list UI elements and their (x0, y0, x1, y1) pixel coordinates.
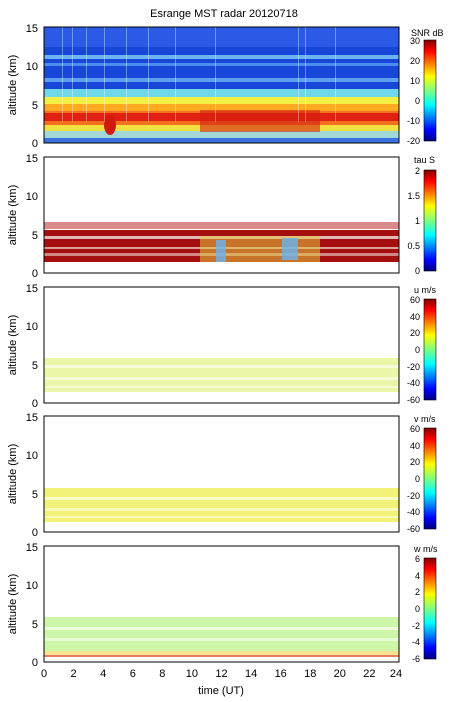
w-colorbar: w m/s 6 4 2 0 -2 -4 -6 (412, 544, 438, 664)
y-tick: 10 (26, 450, 38, 462)
figure-title: Esrange MST radar 20120718 (150, 8, 298, 20)
u-y-ticks: 15 10 5 0 (26, 283, 38, 410)
cb-tick: 20 (410, 457, 420, 467)
x-tick: 2 (71, 668, 77, 680)
cb-tick: 60 (410, 295, 420, 305)
cb-tick: 0.5 (407, 241, 420, 251)
y-tick: 10 (26, 321, 38, 333)
y-tick: 15 (26, 23, 38, 35)
cb-tick: 60 (410, 424, 420, 434)
x-tick: 4 (100, 668, 106, 680)
cb-tick: 10 (410, 76, 420, 86)
cb-tick: -40 (407, 507, 420, 517)
y-tick: 10 (26, 61, 38, 73)
snr-y-ticks: 15 10 5 0 (26, 23, 38, 150)
y-tick: 5 (32, 230, 38, 242)
x-tick: 22 (363, 668, 375, 680)
y-tick: 15 (26, 283, 38, 295)
y-tick: 15 (26, 542, 38, 554)
y-tick: 0 (32, 138, 38, 150)
cb-tick: -60 (407, 395, 420, 405)
y-tick: 15 (26, 153, 38, 165)
snr-colorbar: SNR dB 30 20 10 0 -10 -20 (407, 28, 444, 146)
y-axis-label: altitude (km) (7, 574, 19, 635)
cb-tick: -20 (407, 362, 420, 372)
x-tick: 24 (390, 668, 402, 680)
x-tick: 18 (304, 668, 316, 680)
tau-heatmap (44, 222, 399, 262)
x-axis-label: time (UT) (198, 685, 244, 697)
y-tick: 15 (26, 412, 38, 424)
y-tick: 5 (32, 489, 38, 501)
x-ticks: 0 2 4 6 8 10 12 14 16 18 20 22 24 (41, 668, 402, 680)
x-tick: 0 (41, 668, 47, 680)
y-tick: 5 (32, 100, 38, 112)
cb-tick: 2 (415, 166, 420, 176)
cb-tick: 0 (415, 604, 420, 614)
cb-tick: -60 (407, 524, 420, 534)
colorbar-label: v m/s (414, 414, 436, 424)
y-tick: 5 (32, 360, 38, 372)
x-tick: 6 (130, 668, 136, 680)
y-tick: 10 (26, 191, 38, 203)
panel-v: 15 10 5 0 altitude (km) v m/s 60 40 20 0… (7, 412, 437, 539)
panel-w: 15 10 5 0 altitude (km) w m/s 6 4 2 0 -2… (7, 542, 438, 669)
u-colorbar: u m/s 60 40 20 0 -20 -40 -60 (407, 285, 437, 405)
x-tick: 8 (159, 668, 165, 680)
x-tick: 10 (186, 668, 198, 680)
y-tick: 10 (26, 580, 38, 592)
cb-tick: 1.5 (407, 191, 420, 201)
cb-tick: 0 (415, 266, 420, 276)
snr-heatmap (44, 27, 399, 143)
cb-tick: -10 (407, 116, 420, 126)
cb-tick: 4 (415, 571, 420, 581)
u-heatmap (44, 358, 399, 392)
w-heatmap (44, 617, 399, 657)
cb-tick: 1 (415, 216, 420, 226)
v-heatmap (44, 488, 399, 522)
cb-tick: -20 (407, 136, 420, 146)
v-colorbar: v m/s 60 40 20 0 -20 -40 -60 (407, 414, 437, 534)
colorbar-label: u m/s (414, 285, 437, 295)
cb-tick: 0 (415, 96, 420, 106)
colorbar-label: tau S (414, 155, 435, 165)
cb-tick: 40 (410, 441, 420, 451)
y-tick: 5 (32, 619, 38, 631)
panel-snr: 15 10 5 0 altitude (km) SNR dB 30 20 10 … (7, 23, 444, 150)
tau-y-ticks: 15 10 5 0 (26, 153, 38, 280)
cb-tick: 2 (415, 587, 420, 597)
cb-tick: 0 (415, 474, 420, 484)
cb-tick: 6 (415, 554, 420, 564)
cb-tick: -6 (412, 654, 420, 664)
y-axis-label: altitude (km) (7, 315, 19, 376)
x-tick: 12 (215, 668, 227, 680)
cb-tick: 30 (410, 36, 420, 46)
colorbar-label: w m/s (413, 544, 438, 554)
v-y-ticks: 15 10 5 0 (26, 412, 38, 539)
cb-tick: -20 (407, 491, 420, 501)
cb-tick: 20 (410, 328, 420, 338)
y-tick: 0 (32, 268, 38, 280)
y-tick: 0 (32, 657, 38, 669)
cb-tick: 20 (410, 56, 420, 66)
y-tick: 0 (32, 398, 38, 410)
tau-colorbar: tau S 2 1.5 1 0.5 0 (407, 155, 437, 276)
y-axis-label: altitude (km) (7, 185, 19, 246)
cb-tick: 0 (415, 345, 420, 355)
colorbar-label: SNR dB (411, 28, 444, 38)
y-tick: 0 (32, 527, 38, 539)
cb-tick: -2 (412, 621, 420, 631)
cb-tick: -4 (412, 637, 420, 647)
w-y-ticks: 15 10 5 0 (26, 542, 38, 669)
x-tick: 16 (275, 668, 287, 680)
panel-tau: 15 10 5 0 altitude (km) tau S 2 1.5 1 0.… (7, 153, 437, 280)
x-tick: 14 (245, 668, 257, 680)
y-axis-label: altitude (km) (7, 444, 19, 505)
cb-tick: -40 (407, 378, 420, 388)
panel-u: 15 10 5 0 altitude (km) u m/s 60 40 20 0… (7, 283, 437, 410)
x-tick: 20 (334, 668, 346, 680)
cb-tick: 40 (410, 312, 420, 322)
y-axis-label: altitude (km) (7, 55, 19, 116)
